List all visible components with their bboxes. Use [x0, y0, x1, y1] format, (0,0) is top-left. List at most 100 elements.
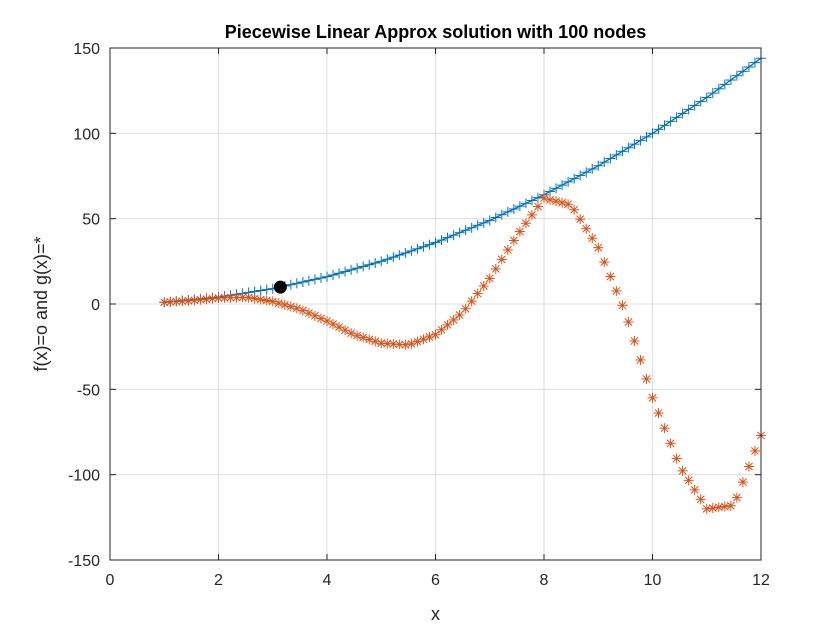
series-0-point [291, 278, 302, 289]
series-0-point [641, 131, 652, 142]
series-0-point [454, 227, 465, 238]
x-tick-label: 6 [431, 572, 440, 589]
series-0-point [677, 108, 688, 119]
series-0-point [346, 264, 357, 275]
series-1-point [629, 335, 640, 346]
series-1-point [490, 263, 501, 274]
series-0-point [605, 153, 616, 164]
series-0-point [478, 217, 489, 228]
series-0-point [581, 167, 592, 178]
y-tick-label: 0 [91, 297, 100, 314]
series-0-point [569, 173, 580, 184]
series-1-point [557, 197, 568, 208]
x-tick-label: 2 [214, 572, 223, 589]
series-1-point [647, 392, 658, 403]
series-1-point [593, 242, 604, 253]
series-1-point [177, 296, 188, 307]
series-1-point [635, 354, 646, 365]
series-0-point [526, 195, 537, 206]
series-1-point [599, 257, 610, 268]
series-0-point [364, 259, 375, 270]
series-0-point [502, 206, 513, 217]
series-1-point [285, 301, 296, 312]
series-1-point [695, 494, 706, 505]
y-tick-label: 50 [82, 212, 100, 229]
series-1-point [352, 330, 363, 341]
series-1-point [183, 295, 194, 306]
series-0-point [551, 183, 562, 194]
series-0-point [701, 92, 712, 103]
series-1-point [617, 300, 628, 311]
x-tick-label: 12 [752, 572, 770, 589]
series-1-point [219, 292, 230, 303]
series-0-point [490, 212, 501, 223]
series-0-point [532, 192, 543, 203]
series-1-point [364, 334, 375, 345]
series-1-point [569, 204, 580, 215]
series-1-point [659, 423, 670, 434]
grid [109, 47, 762, 561]
series-1-point [171, 296, 182, 307]
series-0-point [334, 268, 345, 279]
series-1-point [502, 244, 513, 255]
series-1-point [267, 296, 278, 307]
series-0-point [689, 100, 700, 111]
series-1-point [430, 329, 441, 340]
series-1-point [725, 500, 736, 511]
series-0-point [599, 157, 610, 168]
series-0-point [737, 66, 748, 77]
series-0-point [671, 112, 682, 123]
series-1-point [454, 309, 465, 320]
series-1-point [400, 339, 411, 350]
series-0-point [623, 142, 634, 153]
series-1-point [189, 295, 200, 306]
series-0-point [255, 285, 266, 296]
series-0-point [575, 170, 586, 181]
series-1-point [460, 303, 471, 314]
series-1-point [231, 292, 242, 303]
series-0-point [472, 220, 483, 231]
series-1-point [340, 325, 351, 336]
series-0-point [719, 79, 730, 90]
series-0-point [424, 239, 435, 250]
series-1-point [743, 461, 754, 472]
series-0-point [514, 201, 525, 212]
series-0-point [713, 83, 724, 94]
ticks: 0 2 4 6 8 10 12 -150 -100 -50 0 50 100 150 [68, 41, 770, 589]
series-0-point [382, 254, 393, 265]
series-0-point [394, 250, 405, 261]
series-1-point [520, 218, 531, 229]
x-tick-label: 8 [540, 572, 549, 589]
series-1-point [749, 445, 760, 456]
y-axis-label: f(x)=o and g(x)=* [31, 236, 51, 371]
series-0-point [659, 120, 670, 131]
series-1-point [575, 214, 586, 225]
series-0-point [285, 279, 296, 290]
series-0-point [261, 284, 272, 295]
series-1-point [539, 193, 549, 204]
series-0-point [418, 241, 429, 252]
series-0-point [629, 139, 640, 150]
series-1-point [370, 336, 381, 347]
series-0-point [707, 88, 718, 99]
series-1-point [611, 285, 622, 296]
series-1-point [394, 339, 405, 350]
series-0-point [466, 222, 477, 233]
series-1-point [587, 233, 598, 244]
series-1-point [737, 477, 748, 488]
series-1-point [472, 288, 483, 299]
series-1-point [514, 226, 525, 237]
series-1-point [261, 295, 272, 306]
series-1-point [526, 209, 537, 220]
series-0-point [352, 263, 363, 274]
series-1-point [484, 273, 495, 284]
series-1-point [641, 373, 652, 384]
series-0-point [400, 247, 411, 258]
series-0-point [683, 104, 694, 115]
highlight-point [273, 280, 287, 294]
series-1-point [605, 271, 616, 282]
series-1-point [623, 317, 634, 328]
series-layer [159, 53, 766, 514]
series-1-point [466, 296, 477, 307]
series-0-point [370, 258, 381, 269]
